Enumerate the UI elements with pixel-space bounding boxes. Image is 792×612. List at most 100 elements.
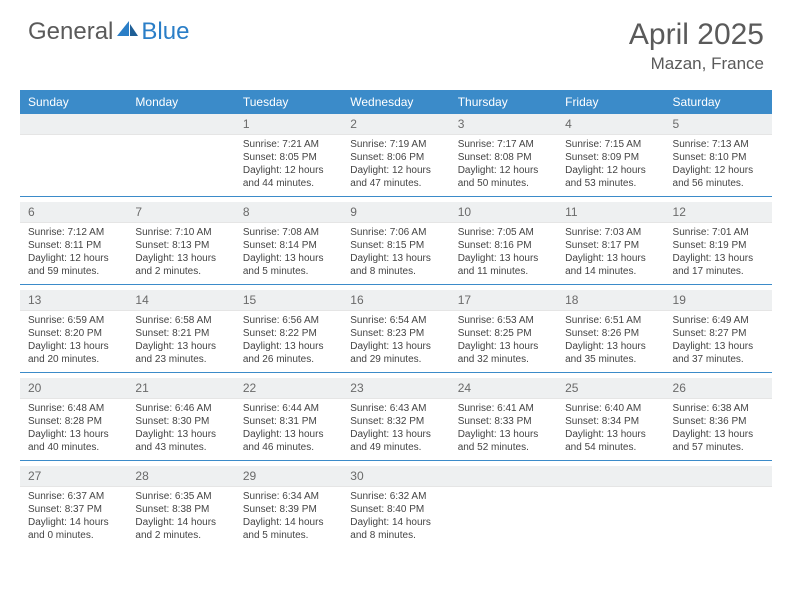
calendar-day-cell: 9Sunrise: 7:06 AMSunset: 8:15 PMDaylight… bbox=[342, 202, 449, 290]
calendar-day-cell: 10Sunrise: 7:05 AMSunset: 8:16 PMDayligh… bbox=[450, 202, 557, 290]
day-number: 24 bbox=[450, 378, 557, 399]
location: Mazan, France bbox=[629, 54, 764, 74]
day-number: 7 bbox=[127, 202, 234, 223]
sunset-line: Sunset: 8:20 PM bbox=[28, 327, 119, 340]
daylight-line: Daylight: 12 hours and 50 minutes. bbox=[458, 164, 549, 190]
sunrise-line: Sunrise: 6:46 AM bbox=[135, 402, 226, 415]
sunset-line: Sunset: 8:08 PM bbox=[458, 151, 549, 164]
sunset-line: Sunset: 8:21 PM bbox=[135, 327, 226, 340]
weekday-header: Tuesday bbox=[235, 90, 342, 114]
sunset-line: Sunset: 8:39 PM bbox=[243, 503, 334, 516]
sunset-line: Sunset: 8:14 PM bbox=[243, 239, 334, 252]
calendar-day-cell: 4Sunrise: 7:15 AMSunset: 8:09 PMDaylight… bbox=[557, 114, 664, 202]
day-body: Sunrise: 6:34 AMSunset: 8:39 PMDaylight:… bbox=[235, 487, 342, 548]
sunrise-line: Sunrise: 6:37 AM bbox=[28, 490, 119, 503]
sunrise-line: Sunrise: 6:58 AM bbox=[135, 314, 226, 327]
day-number: 2 bbox=[342, 114, 449, 135]
calendar-day-cell: 13Sunrise: 6:59 AMSunset: 8:20 PMDayligh… bbox=[20, 290, 127, 378]
day-body: Sunrise: 7:21 AMSunset: 8:05 PMDaylight:… bbox=[235, 135, 342, 197]
sunrise-line: Sunrise: 6:48 AM bbox=[28, 402, 119, 415]
sunrise-line: Sunrise: 7:06 AM bbox=[350, 226, 441, 239]
day-body-empty bbox=[665, 487, 772, 548]
title-block: April 2025 Mazan, France bbox=[629, 18, 764, 74]
weekday-header: Friday bbox=[557, 90, 664, 114]
day-number: 9 bbox=[342, 202, 449, 223]
sunrise-line: Sunrise: 7:08 AM bbox=[243, 226, 334, 239]
day-number: 26 bbox=[665, 378, 772, 399]
daylight-line: Daylight: 13 hours and 57 minutes. bbox=[673, 428, 764, 454]
daylight-line: Daylight: 13 hours and 5 minutes. bbox=[243, 252, 334, 278]
daylight-line: Daylight: 12 hours and 44 minutes. bbox=[243, 164, 334, 190]
day-number: 3 bbox=[450, 114, 557, 135]
day-body: Sunrise: 6:51 AMSunset: 8:26 PMDaylight:… bbox=[557, 311, 664, 373]
day-body: Sunrise: 7:15 AMSunset: 8:09 PMDaylight:… bbox=[557, 135, 664, 197]
calendar-header-row: SundayMondayTuesdayWednesdayThursdayFrid… bbox=[20, 90, 772, 114]
calendar-day-cell: 29Sunrise: 6:34 AMSunset: 8:39 PMDayligh… bbox=[235, 466, 342, 554]
sunset-line: Sunset: 8:16 PM bbox=[458, 239, 549, 252]
daylight-line: Daylight: 12 hours and 53 minutes. bbox=[565, 164, 656, 190]
calendar-day-cell: 5Sunrise: 7:13 AMSunset: 8:10 PMDaylight… bbox=[665, 114, 772, 202]
calendar-day-cell: 8Sunrise: 7:08 AMSunset: 8:14 PMDaylight… bbox=[235, 202, 342, 290]
sunrise-line: Sunrise: 6:44 AM bbox=[243, 402, 334, 415]
sunrise-line: Sunrise: 6:40 AM bbox=[565, 402, 656, 415]
sunset-line: Sunset: 8:17 PM bbox=[565, 239, 656, 252]
daylight-line: Daylight: 13 hours and 54 minutes. bbox=[565, 428, 656, 454]
day-number: 27 bbox=[20, 466, 127, 487]
day-number: 4 bbox=[557, 114, 664, 135]
sunset-line: Sunset: 8:06 PM bbox=[350, 151, 441, 164]
weekday-header: Thursday bbox=[450, 90, 557, 114]
day-body: Sunrise: 7:03 AMSunset: 8:17 PMDaylight:… bbox=[557, 223, 664, 285]
sunrise-line: Sunrise: 6:32 AM bbox=[350, 490, 441, 503]
day-number: 19 bbox=[665, 290, 772, 311]
daylight-line: Daylight: 13 hours and 2 minutes. bbox=[135, 252, 226, 278]
day-number: 22 bbox=[235, 378, 342, 399]
calendar-day-cell: 7Sunrise: 7:10 AMSunset: 8:13 PMDaylight… bbox=[127, 202, 234, 290]
day-body: Sunrise: 7:08 AMSunset: 8:14 PMDaylight:… bbox=[235, 223, 342, 285]
daylight-line: Daylight: 14 hours and 8 minutes. bbox=[350, 516, 441, 542]
day-number-bar-empty bbox=[450, 466, 557, 487]
calendar-day-cell: 6Sunrise: 7:12 AMSunset: 8:11 PMDaylight… bbox=[20, 202, 127, 290]
sunrise-line: Sunrise: 7:12 AM bbox=[28, 226, 119, 239]
calendar-day-cell: 21Sunrise: 6:46 AMSunset: 8:30 PMDayligh… bbox=[127, 378, 234, 466]
daylight-line: Daylight: 13 hours and 14 minutes. bbox=[565, 252, 656, 278]
sunrise-line: Sunrise: 7:03 AM bbox=[565, 226, 656, 239]
day-body: Sunrise: 6:56 AMSunset: 8:22 PMDaylight:… bbox=[235, 311, 342, 373]
day-number: 16 bbox=[342, 290, 449, 311]
calendar-day-cell: 2Sunrise: 7:19 AMSunset: 8:06 PMDaylight… bbox=[342, 114, 449, 202]
calendar-day-cell: 1Sunrise: 7:21 AMSunset: 8:05 PMDaylight… bbox=[235, 114, 342, 202]
daylight-line: Daylight: 13 hours and 37 minutes. bbox=[673, 340, 764, 366]
calendar-day-cell: 3Sunrise: 7:17 AMSunset: 8:08 PMDaylight… bbox=[450, 114, 557, 202]
sunset-line: Sunset: 8:05 PM bbox=[243, 151, 334, 164]
sunrise-line: Sunrise: 6:53 AM bbox=[458, 314, 549, 327]
daylight-line: Daylight: 14 hours and 2 minutes. bbox=[135, 516, 226, 542]
calendar-day-cell: 22Sunrise: 6:44 AMSunset: 8:31 PMDayligh… bbox=[235, 378, 342, 466]
day-number: 11 bbox=[557, 202, 664, 223]
weekday-header: Saturday bbox=[665, 90, 772, 114]
header: General Blue April 2025 Mazan, France bbox=[0, 0, 792, 82]
calendar-day-cell: 16Sunrise: 6:54 AMSunset: 8:23 PMDayligh… bbox=[342, 290, 449, 378]
sunset-line: Sunset: 8:38 PM bbox=[135, 503, 226, 516]
calendar-table: SundayMondayTuesdayWednesdayThursdayFrid… bbox=[20, 90, 772, 554]
day-body: Sunrise: 6:59 AMSunset: 8:20 PMDaylight:… bbox=[20, 311, 127, 373]
sunset-line: Sunset: 8:11 PM bbox=[28, 239, 119, 252]
sunset-line: Sunset: 8:19 PM bbox=[673, 239, 764, 252]
daylight-line: Daylight: 13 hours and 29 minutes. bbox=[350, 340, 441, 366]
sunset-line: Sunset: 8:25 PM bbox=[458, 327, 549, 340]
daylight-line: Daylight: 13 hours and 11 minutes. bbox=[458, 252, 549, 278]
sunset-line: Sunset: 8:34 PM bbox=[565, 415, 656, 428]
day-number: 13 bbox=[20, 290, 127, 311]
brand-part1: General bbox=[28, 18, 113, 46]
sunset-line: Sunset: 8:13 PM bbox=[135, 239, 226, 252]
day-number: 5 bbox=[665, 114, 772, 135]
sunrise-line: Sunrise: 7:13 AM bbox=[673, 138, 764, 151]
sunset-line: Sunset: 8:30 PM bbox=[135, 415, 226, 428]
sunset-line: Sunset: 8:26 PM bbox=[565, 327, 656, 340]
day-body: Sunrise: 6:54 AMSunset: 8:23 PMDaylight:… bbox=[342, 311, 449, 373]
day-body: Sunrise: 7:13 AMSunset: 8:10 PMDaylight:… bbox=[665, 135, 772, 197]
day-number: 30 bbox=[342, 466, 449, 487]
day-body: Sunrise: 7:05 AMSunset: 8:16 PMDaylight:… bbox=[450, 223, 557, 285]
day-number-bar-empty bbox=[557, 466, 664, 487]
day-body: Sunrise: 6:32 AMSunset: 8:40 PMDaylight:… bbox=[342, 487, 449, 548]
day-body: Sunrise: 7:01 AMSunset: 8:19 PMDaylight:… bbox=[665, 223, 772, 285]
sunset-line: Sunset: 8:36 PM bbox=[673, 415, 764, 428]
